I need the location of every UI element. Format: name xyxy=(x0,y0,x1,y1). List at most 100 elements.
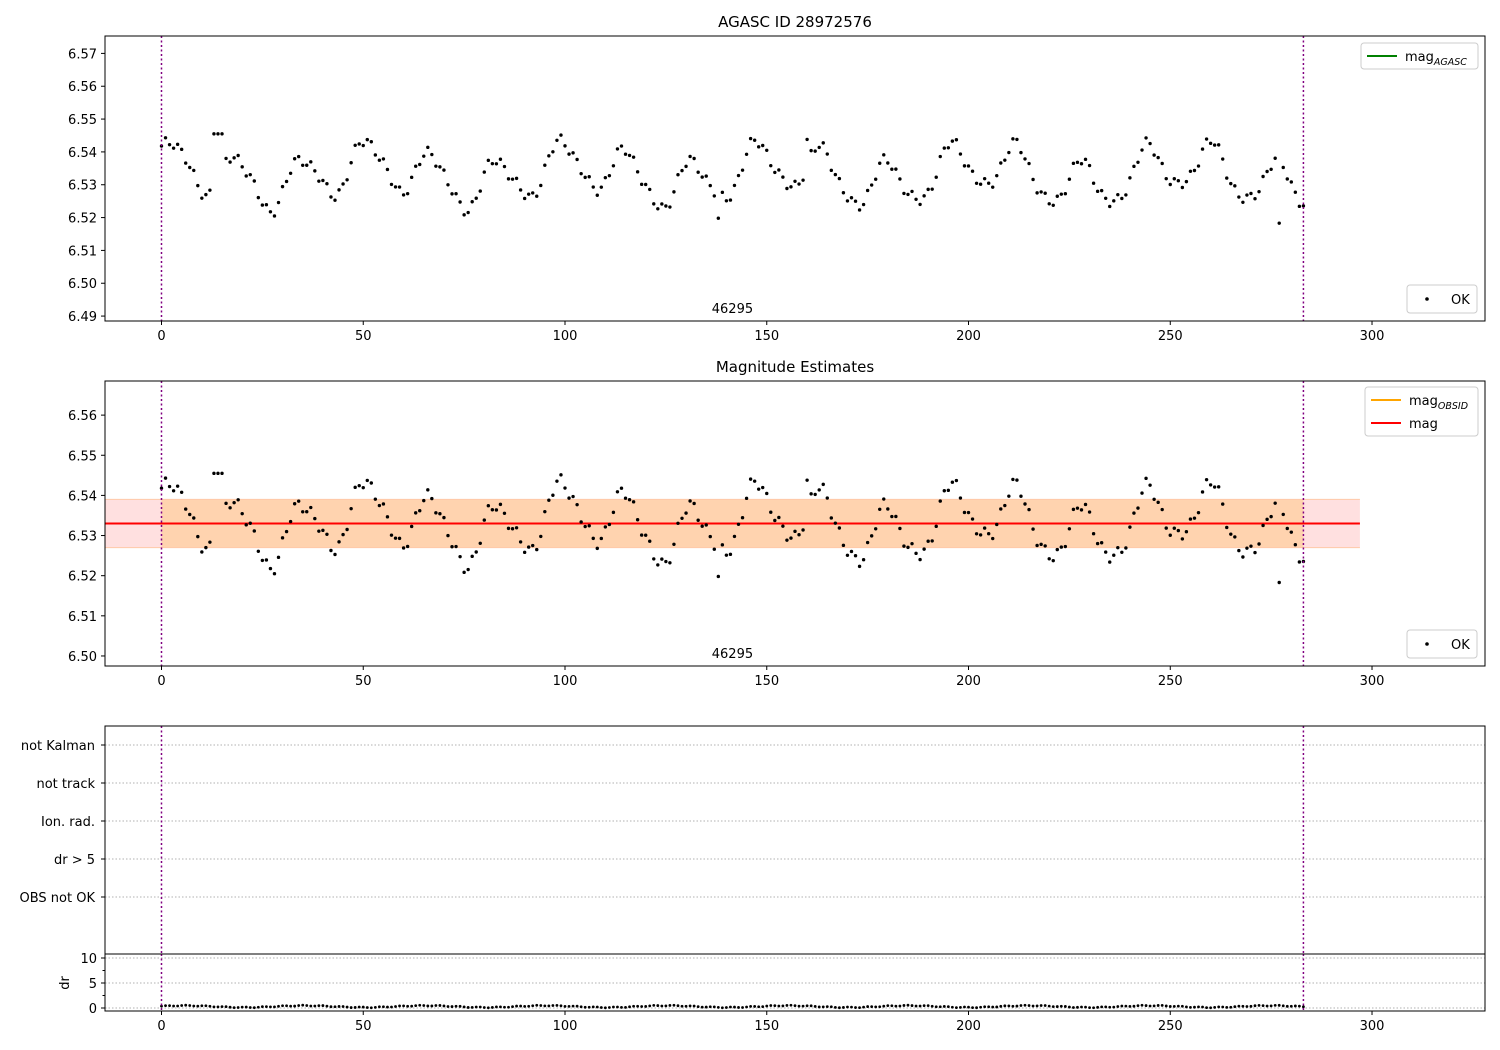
mag-point xyxy=(333,198,337,202)
x-tick-label: 100 xyxy=(553,1019,578,1034)
dr-point xyxy=(616,1005,619,1009)
mag-point xyxy=(514,526,519,530)
mag-point xyxy=(252,179,256,183)
mag-point xyxy=(506,177,511,181)
dr-point xyxy=(809,1004,813,1008)
mag-point xyxy=(635,170,640,174)
mag-point xyxy=(264,558,269,562)
mag-point xyxy=(817,488,821,492)
x-tick-label: 150 xyxy=(754,674,779,689)
mag-point xyxy=(1297,560,1302,564)
dr-point xyxy=(164,1004,167,1007)
dr-point xyxy=(959,1006,962,1009)
mag-point xyxy=(543,509,547,514)
dr-point xyxy=(1225,1005,1229,1009)
mag-point xyxy=(1007,494,1011,498)
mag-point xyxy=(224,156,228,161)
mag-point xyxy=(1253,196,1257,201)
mag-point xyxy=(1063,544,1068,549)
legend-ok: OK xyxy=(1406,284,1478,314)
mag-point xyxy=(478,189,482,193)
mag-point xyxy=(317,179,321,183)
mag-point xyxy=(902,191,906,196)
dr-point xyxy=(914,1004,918,1008)
mag-point xyxy=(974,181,979,185)
dr-point xyxy=(1201,1005,1204,1009)
dr-point xyxy=(926,1004,930,1008)
mag-point xyxy=(192,168,196,173)
mag-point xyxy=(1216,485,1221,489)
dr-point xyxy=(442,1004,446,1008)
mag-point xyxy=(1047,202,1051,206)
dr-point xyxy=(579,1005,583,1009)
mag-point xyxy=(627,153,632,158)
mag-point xyxy=(1144,136,1148,140)
mag-point xyxy=(381,502,386,506)
dr-point xyxy=(188,1004,192,1007)
mag-point xyxy=(922,547,926,551)
mag-point xyxy=(268,210,273,214)
mag-point xyxy=(986,531,991,536)
dr-point xyxy=(474,1005,478,1009)
mag-point xyxy=(1055,547,1059,552)
mag-point xyxy=(970,169,975,173)
dr-point xyxy=(345,1005,349,1009)
mag-point xyxy=(518,188,523,192)
dr-point xyxy=(511,1005,514,1009)
dr-point xyxy=(664,1004,668,1008)
dr-point xyxy=(1067,1005,1071,1009)
dr-point xyxy=(902,1004,906,1007)
mag-point xyxy=(349,161,353,165)
mag-point xyxy=(1265,169,1269,174)
mag-point xyxy=(1176,528,1181,533)
mag-point xyxy=(317,529,321,533)
mag-point xyxy=(930,187,934,191)
mag-point xyxy=(1188,169,1193,173)
dr-point xyxy=(394,1005,397,1008)
mag-point xyxy=(1031,177,1035,182)
mag-point xyxy=(341,182,345,186)
mag-point xyxy=(301,163,305,168)
dr-point xyxy=(454,1004,458,1008)
dr-point xyxy=(273,1005,276,1009)
dr-point xyxy=(265,1005,268,1008)
dr-point xyxy=(200,1004,204,1008)
dr-point xyxy=(305,1004,309,1007)
dr-point xyxy=(317,1004,321,1008)
mag-point xyxy=(393,185,398,189)
mag-point xyxy=(1043,191,1047,195)
dr-point xyxy=(1108,1005,1112,1009)
x-tick-label: 200 xyxy=(956,674,981,689)
mag-point xyxy=(805,478,809,482)
dr-point xyxy=(325,1004,329,1008)
dr-point xyxy=(866,1005,870,1008)
mag-point xyxy=(829,516,834,520)
dr-point xyxy=(1100,1005,1104,1009)
mag-point xyxy=(167,484,172,489)
mag-point xyxy=(829,168,834,173)
mag-point xyxy=(522,550,527,555)
mag-point xyxy=(1208,483,1213,487)
dr-point xyxy=(373,1005,377,1009)
dr-point xyxy=(216,1005,220,1009)
mag-point xyxy=(563,486,567,490)
dr-point xyxy=(1156,1004,1160,1007)
dr-point xyxy=(486,1006,490,1010)
mag-point xyxy=(369,140,374,144)
dr-point xyxy=(369,1006,373,1010)
y-tick-label: 6.51 xyxy=(68,610,97,625)
dr-point xyxy=(1185,1005,1188,1009)
dr-point xyxy=(571,1004,575,1008)
mag-point xyxy=(809,492,813,496)
mag-point xyxy=(966,510,971,515)
mag-point xyxy=(296,154,301,159)
mag-point xyxy=(547,154,551,158)
dr-points xyxy=(160,1003,1305,1010)
mag-point xyxy=(531,543,535,548)
x-tick-label: 100 xyxy=(553,329,578,344)
mag-point xyxy=(656,563,660,567)
dr-point xyxy=(1039,1004,1043,1007)
mag-point xyxy=(248,521,252,525)
mag-point xyxy=(974,532,979,536)
mag-point xyxy=(405,191,410,196)
